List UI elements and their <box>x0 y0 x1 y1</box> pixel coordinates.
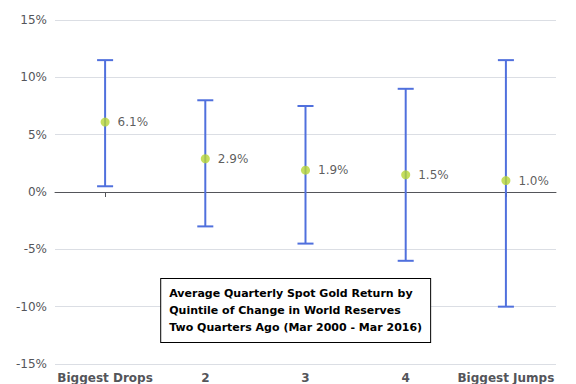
svg-text:-15%: -15% <box>16 357 47 371</box>
svg-text:15%: 15% <box>20 13 47 27</box>
svg-text:1.0%: 1.0% <box>518 174 549 188</box>
svg-text:Biggest Drops: Biggest Drops <box>57 371 153 384</box>
svg-text:-5%: -5% <box>24 242 47 256</box>
svg-text:Biggest Jumps: Biggest Jumps <box>457 371 554 384</box>
svg-text:Average Quarterly Spot Gold Re: Average Quarterly Spot Gold Return by <box>169 287 412 300</box>
svg-text:0%: 0% <box>28 185 47 199</box>
svg-text:Quintile of Change in World Re: Quintile of Change in World Reserves <box>169 304 401 317</box>
svg-text:-10%: -10% <box>16 300 47 314</box>
svg-text:1.9%: 1.9% <box>318 163 349 177</box>
svg-text:5%: 5% <box>28 128 47 142</box>
svg-text:3: 3 <box>301 371 309 384</box>
svg-text:1.5%: 1.5% <box>418 168 449 182</box>
svg-text:6.1%: 6.1% <box>118 115 149 129</box>
svg-text:2: 2 <box>201 371 209 384</box>
svg-text:Two Quarters Ago (Mar 2000 - M: Two Quarters Ago (Mar 2000 - Mar 2016) <box>169 321 422 334</box>
svg-text:10%: 10% <box>20 70 47 84</box>
svg-text:4: 4 <box>402 371 410 384</box>
svg-text:2.9%: 2.9% <box>218 152 249 166</box>
